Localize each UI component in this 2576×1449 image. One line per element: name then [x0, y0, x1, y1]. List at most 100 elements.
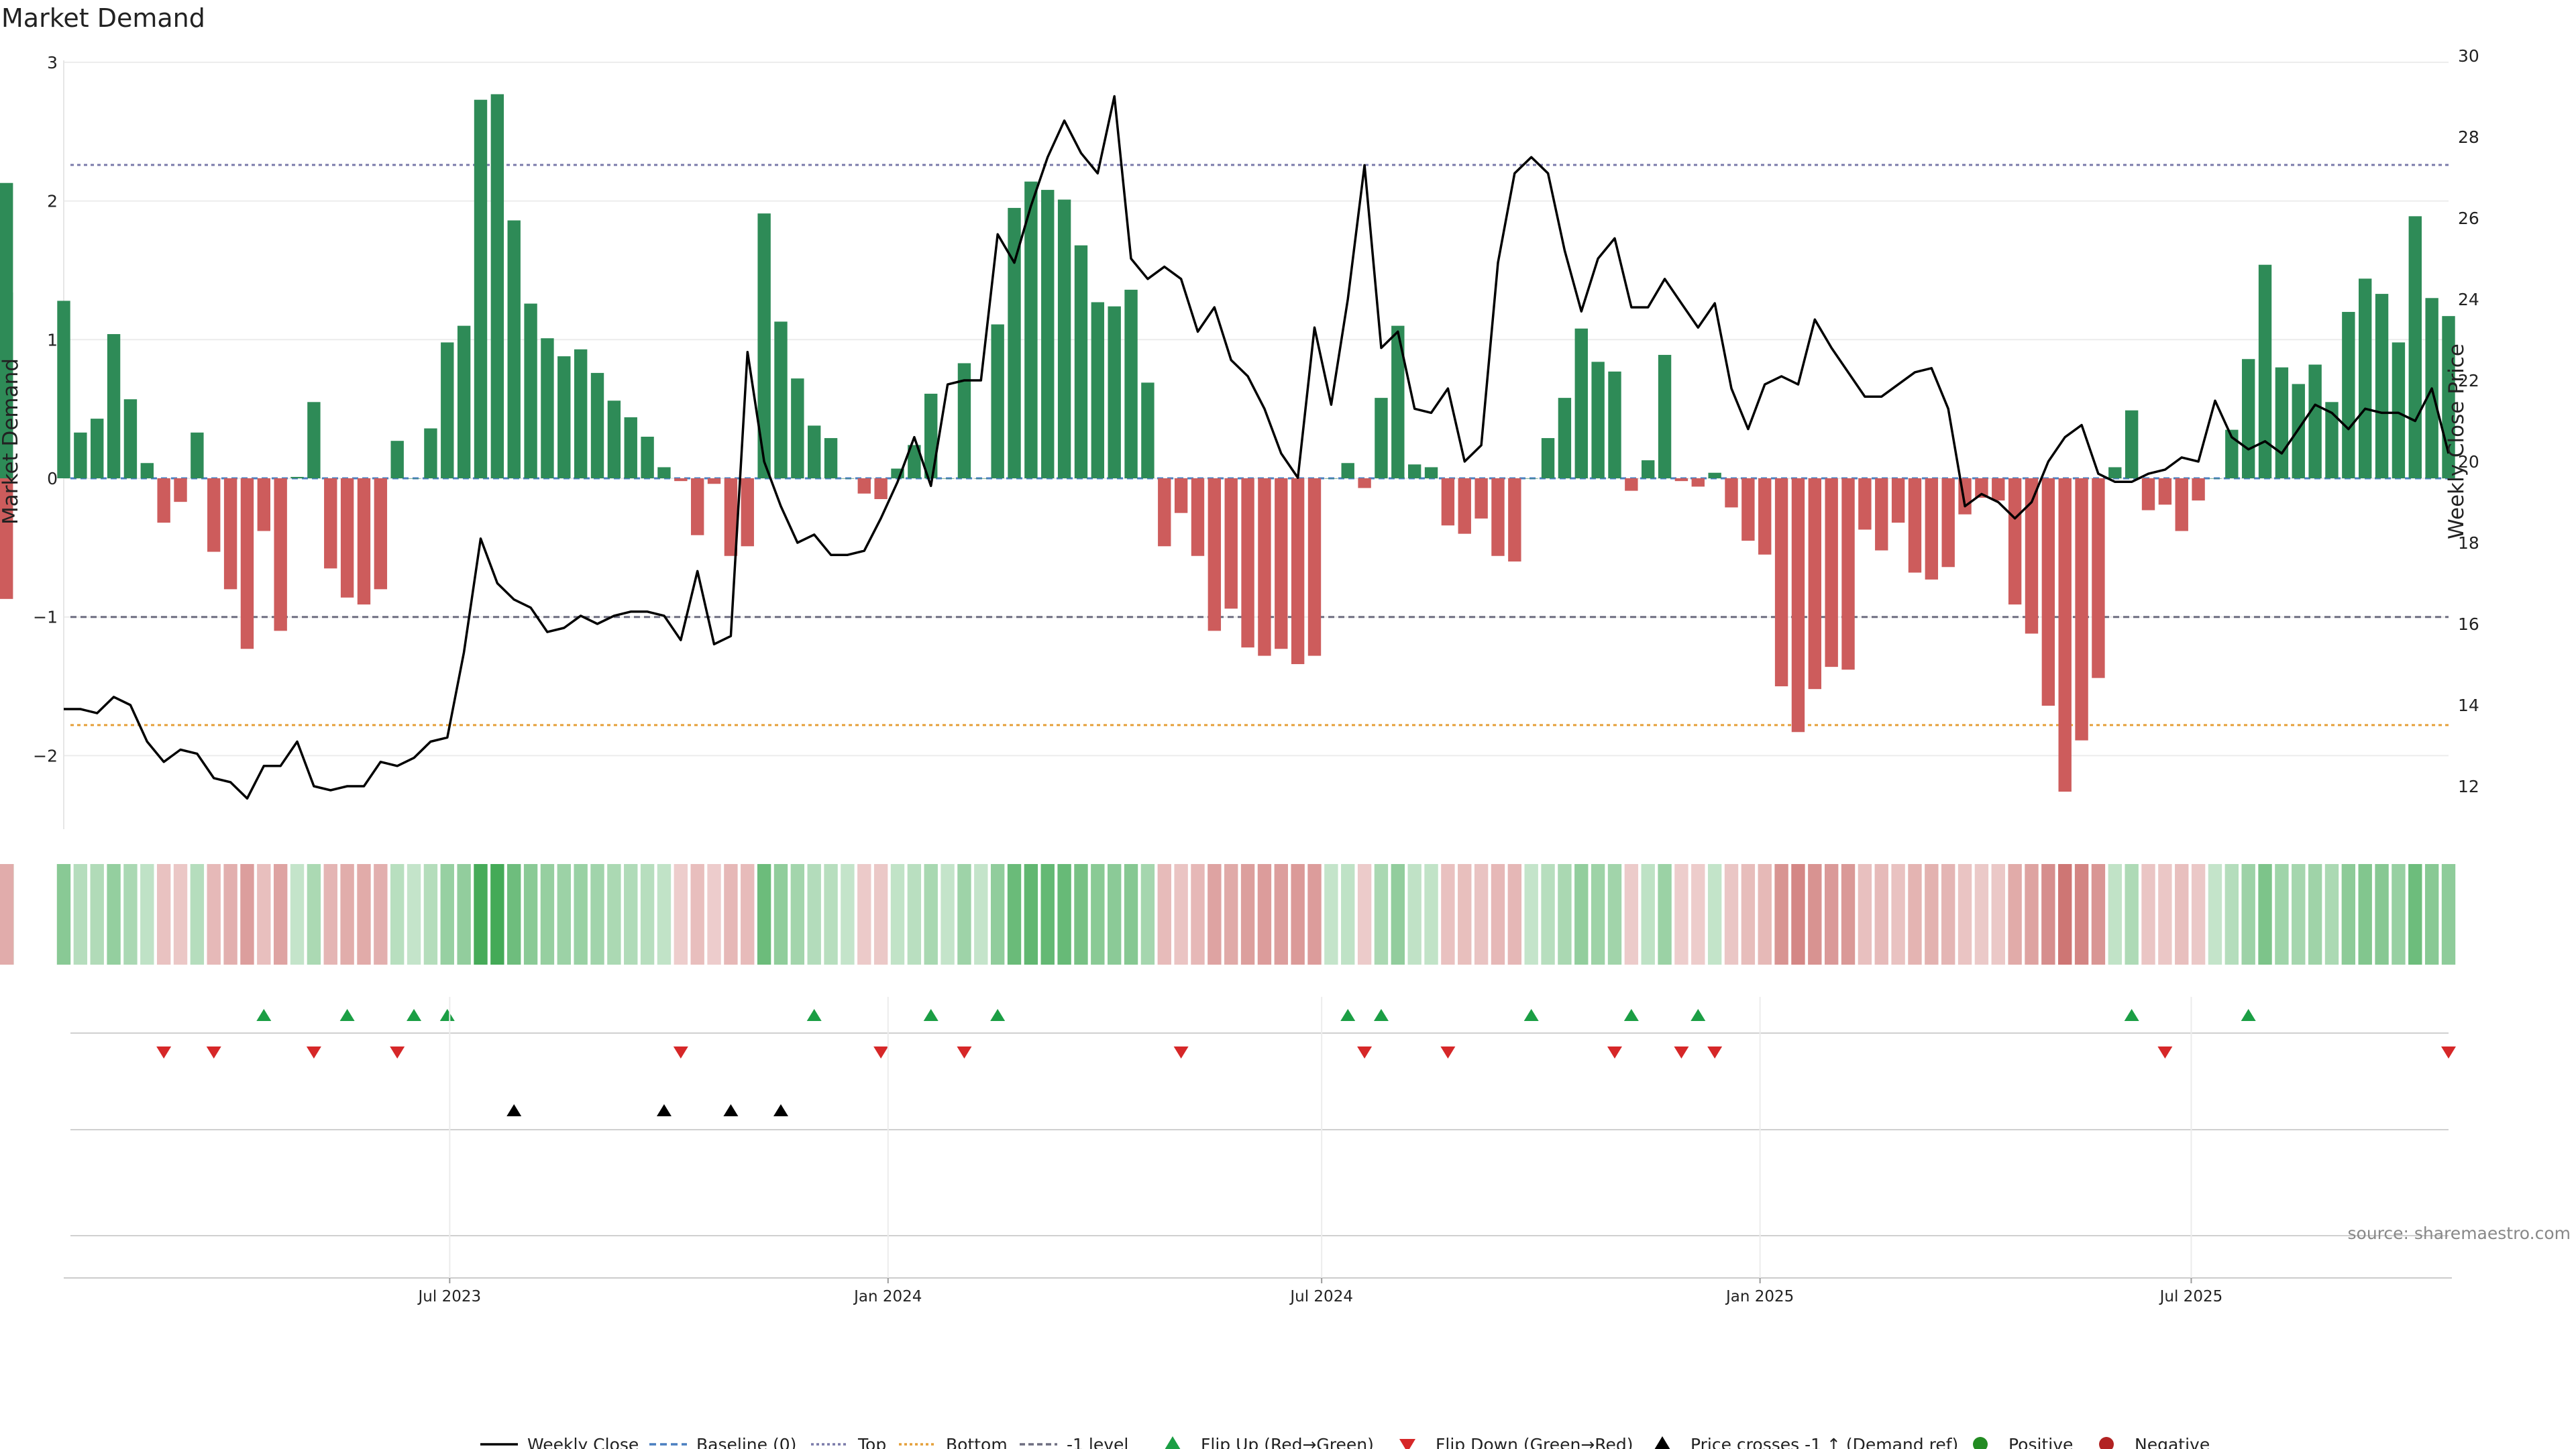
- demand-bar: [1758, 478, 1772, 555]
- strip-cell: [1741, 864, 1756, 965]
- strip-cell: [2141, 864, 2155, 965]
- strip-cell: [90, 864, 104, 965]
- strip-cell: [1091, 864, 1105, 965]
- strip-cell: [624, 864, 638, 965]
- demand-bar: [924, 393, 938, 478]
- strip-cell: [640, 864, 655, 965]
- demand-bar: [624, 417, 637, 478]
- flip-down-marker: [1607, 1046, 1622, 1059]
- strip-cell: [1157, 864, 1171, 965]
- y2-tick-label: 26: [2458, 209, 2479, 228]
- demand-bar: [2308, 364, 2322, 478]
- demand-bar: [274, 478, 287, 631]
- strip-cell: [1841, 864, 1856, 965]
- legend-label: Weekly Close: [527, 1435, 639, 1449]
- strip-cell: [2041, 864, 2055, 965]
- legend-swatch: [1399, 1439, 1415, 1449]
- flip-up-marker: [339, 1009, 355, 1021]
- strip-cell: [657, 864, 672, 965]
- demand-bar: [1158, 478, 1171, 547]
- demand-bar: [1375, 398, 1388, 478]
- strip-cell: [2292, 864, 2306, 965]
- demand-bar: [707, 478, 721, 484]
- strip-cell: [1624, 864, 1639, 965]
- demand-bars: [0, 94, 2455, 792]
- demand-bar: [357, 478, 371, 605]
- strip-cell: [1791, 864, 1805, 965]
- y-tick-label: 0: [47, 469, 58, 488]
- demand-bar: [1725, 478, 1738, 508]
- y2-axis-label: Weekly Close Price: [2445, 343, 2469, 539]
- legend-label: Negative: [2135, 1435, 2210, 1449]
- strip-cell: [1441, 864, 1455, 965]
- y2-tick-label: 16: [2458, 614, 2479, 634]
- strip-cell: [423, 864, 438, 965]
- legend-swatch: [1165, 1436, 1181, 1449]
- demand-bar: [1891, 478, 1905, 523]
- strip-cell: [107, 864, 121, 965]
- strip-cell: [340, 864, 354, 965]
- demand-bar: [324, 478, 337, 569]
- demand-bar: [1591, 362, 1605, 478]
- strip-cell: [2441, 864, 2456, 965]
- chart-title: Market Demand: [1, 3, 205, 33]
- strip-cell: [2158, 864, 2172, 965]
- strip-cell: [173, 864, 188, 965]
- strip-cell: [1524, 864, 1538, 965]
- strip-cell: [590, 864, 604, 965]
- flip-up-marker: [407, 1009, 422, 1021]
- demand-bar: [1258, 478, 1271, 656]
- demand-bar: [1975, 478, 1988, 498]
- strip-cell: [323, 864, 337, 965]
- legend-label: Positive: [2008, 1435, 2073, 1449]
- demand-bar: [1491, 478, 1505, 556]
- demand-bar: [290, 476, 304, 478]
- demand-bar: [1024, 181, 1038, 478]
- strip-cell: [741, 864, 755, 965]
- strip-cell: [941, 864, 955, 965]
- strip-cell: [1641, 864, 1655, 965]
- strip-cell: [1541, 864, 1555, 965]
- demand-bar: [1208, 478, 1222, 631]
- strip-cell: [2125, 864, 2139, 965]
- strip-cell: [73, 864, 88, 965]
- strip-cell: [1491, 864, 1505, 965]
- demand-bar: [791, 378, 804, 478]
- strip-cell: [2424, 864, 2439, 965]
- strip-cell: [1274, 864, 1288, 965]
- flip-up-marker: [256, 1009, 272, 1021]
- strip-cell: [1574, 864, 1589, 965]
- demand-bar: [808, 425, 821, 478]
- strip-cell: [1057, 864, 1071, 965]
- cross-markers: [70, 1104, 2449, 1130]
- y2-tick-label: 14: [2458, 696, 2479, 715]
- demand-bar: [1741, 478, 1755, 541]
- strip-cell: [790, 864, 805, 965]
- strip-cell: [1957, 864, 1972, 965]
- demand-bar: [1474, 478, 1488, 519]
- strip-cell: [2241, 864, 2255, 965]
- legend-label: Flip Up (Red→Green): [1201, 1435, 1374, 1449]
- strip-cell: [1191, 864, 1205, 965]
- strip-cell: [1124, 864, 1138, 965]
- strip-cell: [2191, 864, 2206, 965]
- demand-bar: [2192, 478, 2205, 501]
- strip-cell: [1891, 864, 1905, 965]
- demand-bar: [1642, 460, 1655, 478]
- y2-tick-label: 22: [2458, 371, 2479, 390]
- demand-bar: [457, 325, 471, 478]
- demand-bar: [1341, 463, 1354, 478]
- y2-axis-ticks: 12 14 16 18 20 22 24 26 28 30: [2458, 46, 2479, 796]
- strip-cell: [757, 864, 771, 965]
- flip-down-marker: [1357, 1046, 1373, 1059]
- y-tick-label: 2: [47, 192, 58, 211]
- demand-bar: [307, 402, 321, 478]
- strip-cell: [1474, 864, 1489, 965]
- flip-up-marker: [2124, 1009, 2139, 1021]
- demand-bar: [2125, 410, 2139, 478]
- demand-bar: [1291, 478, 1305, 664]
- strip-cell: [390, 864, 405, 965]
- demand-bar: [191, 432, 204, 478]
- strip-cell: [824, 864, 838, 965]
- demand-bar: [1508, 478, 1521, 562]
